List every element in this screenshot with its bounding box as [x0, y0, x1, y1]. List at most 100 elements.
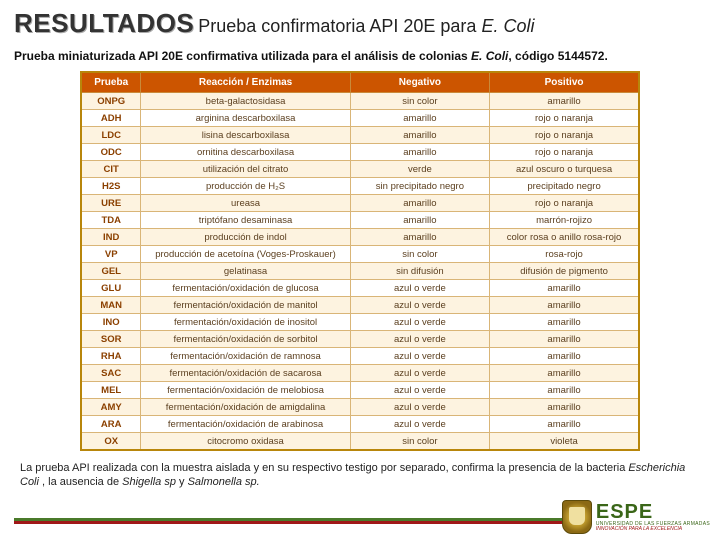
- col-reaccion: Reacción / Enzimas: [141, 72, 350, 93]
- table-cell: fermentación/oxidación de glucosa: [141, 280, 350, 297]
- table-cell: ODC: [81, 144, 141, 161]
- espe-logo: ESPE UNIVERSIDAD DE LAS FUERZAS ARMADAS …: [562, 500, 710, 534]
- table-cell: amarillo: [490, 348, 639, 365]
- table-cell: producción de acetoína (Voges-Proskauer): [141, 246, 350, 263]
- table-cell: amarillo: [490, 399, 639, 416]
- table-cell: amarillo: [490, 416, 639, 433]
- subtitle-italic: E. Coli: [471, 49, 508, 63]
- table-cell: VP: [81, 246, 141, 263]
- table-cell: producción de H₂S: [141, 178, 350, 195]
- table-row: GLUfermentación/oxidación de glucosaazul…: [81, 280, 639, 297]
- table-cell: TDA: [81, 212, 141, 229]
- table-row: SACfermentación/oxidación de sacarosaazu…: [81, 365, 639, 382]
- table-cell: sin color: [350, 246, 489, 263]
- shield-icon: [562, 500, 592, 534]
- table-cell: amarillo: [490, 297, 639, 314]
- table-cell: amarillo: [490, 365, 639, 382]
- table-cell: verde: [350, 161, 489, 178]
- table-row: INOfermentación/oxidación de inositolazu…: [81, 314, 639, 331]
- table-cell: amarillo: [490, 93, 639, 110]
- espe-name: ESPE: [596, 502, 710, 522]
- subtitle-pre: Prueba miniaturizada API 20E confirmativ…: [14, 49, 471, 63]
- table-cell: amarillo: [350, 110, 489, 127]
- table-row: ONPGbeta-galactosidasasin coloramarillo: [81, 93, 639, 110]
- table-cell: citocromo oxidasa: [141, 433, 350, 451]
- table-row: AMYfermentación/oxidación de amigdalinaa…: [81, 399, 639, 416]
- table-row: GELgelatinasasin difusióndifusión de pig…: [81, 263, 639, 280]
- table-cell: producción de indol: [141, 229, 350, 246]
- table-cell: azul o verde: [350, 365, 489, 382]
- table-cell: azul o verde: [350, 399, 489, 416]
- col-prueba: Prueba: [81, 72, 141, 93]
- table-cell: fermentación/oxidación de amigdalina: [141, 399, 350, 416]
- table-cell: GLU: [81, 280, 141, 297]
- table-row: SORfermentación/oxidación de sorbitolazu…: [81, 331, 639, 348]
- table-cell: RHA: [81, 348, 141, 365]
- table-cell: azul o verde: [350, 382, 489, 399]
- table-cell: azul oscuro o turquesa: [490, 161, 639, 178]
- table-cell: amarillo: [350, 229, 489, 246]
- table-cell: sin color: [350, 93, 489, 110]
- title-italic: E. Coli: [481, 16, 534, 36]
- table-cell: azul o verde: [350, 314, 489, 331]
- table-cell: fermentación/oxidación de melobiosa: [141, 382, 350, 399]
- table-cell: beta-galactosidasa: [141, 93, 350, 110]
- table-cell: LDC: [81, 127, 141, 144]
- table-cell: arginina descarboxilasa: [141, 110, 350, 127]
- table-row: H2Sproducción de H₂Ssin precipitado negr…: [81, 178, 639, 195]
- table-wrap: Prueba Reacción / Enzimas Negativo Posit…: [0, 71, 720, 451]
- table-cell: AMY: [81, 399, 141, 416]
- table-cell: color rosa o anillo rosa-rojo: [490, 229, 639, 246]
- bottom-bar: [14, 518, 580, 524]
- table-row: LDClisina descarboxilasaamarillorojo o n…: [81, 127, 639, 144]
- table-cell: INO: [81, 314, 141, 331]
- table-cell: precipitado negro: [490, 178, 639, 195]
- table-cell: rojo o naranja: [490, 110, 639, 127]
- table-cell: marrón-rojizo: [490, 212, 639, 229]
- table-cell: ONPG: [81, 93, 141, 110]
- table-cell: IND: [81, 229, 141, 246]
- table-cell: ADH: [81, 110, 141, 127]
- table-cell: OX: [81, 433, 141, 451]
- table-cell: SOR: [81, 331, 141, 348]
- table-row: OXcitocromo oxidasasin colorvioleta: [81, 433, 639, 451]
- table-cell: azul o verde: [350, 331, 489, 348]
- table-row: ARAfermentación/oxidación de arabinosaaz…: [81, 416, 639, 433]
- footnote-i2: Shigella sp: [122, 476, 176, 488]
- subtitle: Prueba miniaturizada API 20E confirmativ…: [0, 43, 720, 71]
- table-cell: amarillo: [350, 144, 489, 161]
- table-cell: violeta: [490, 433, 639, 451]
- col-positivo: Positivo: [490, 72, 639, 93]
- table-cell: ureasa: [141, 195, 350, 212]
- table-cell: difusión de pigmento: [490, 263, 639, 280]
- table-cell: sin precipitado negro: [350, 178, 489, 195]
- table-header-row: Prueba Reacción / Enzimas Negativo Posit…: [81, 72, 639, 93]
- table-cell: azul o verde: [350, 416, 489, 433]
- table-cell: fermentación/oxidación de ramnosa: [141, 348, 350, 365]
- table-cell: gelatinasa: [141, 263, 350, 280]
- footnote-pre: La prueba API realizada con la muestra a…: [20, 462, 628, 474]
- col-negativo: Negativo: [350, 72, 489, 93]
- table-cell: amarillo: [350, 195, 489, 212]
- table-cell: fermentación/oxidación de arabinosa: [141, 416, 350, 433]
- table-row: TDAtriptófano desaminasaamarillomarrón-r…: [81, 212, 639, 229]
- table-cell: amarillo: [490, 382, 639, 399]
- table-row: RHAfermentación/oxidación de ramnosaazul…: [81, 348, 639, 365]
- table-cell: fermentación/oxidación de sacarosa: [141, 365, 350, 382]
- table-row: ADHarginina descarboxilasaamarillorojo o…: [81, 110, 639, 127]
- api-table: Prueba Reacción / Enzimas Negativo Posit…: [80, 71, 640, 451]
- table-row: MELfermentación/oxidación de melobiosaaz…: [81, 382, 639, 399]
- table-cell: amarillo: [490, 314, 639, 331]
- espe-text: ESPE UNIVERSIDAD DE LAS FUERZAS ARMADAS …: [596, 502, 710, 532]
- table-cell: azul o verde: [350, 348, 489, 365]
- table-row: MANfermentación/oxidación de manitolazul…: [81, 297, 639, 314]
- table-cell: sin color: [350, 433, 489, 451]
- table-cell: lisina descarboxilasa: [141, 127, 350, 144]
- espe-tag: INNOVACIÓN PARA LA EXCELENCIA: [596, 527, 710, 532]
- footnote-mid2: y: [176, 476, 188, 488]
- table-cell: URE: [81, 195, 141, 212]
- page-title: Prueba confirmatoria API 20E para E. Col…: [198, 16, 534, 37]
- table-cell: sin difusión: [350, 263, 489, 280]
- footnote: La prueba API realizada con la muestra a…: [0, 451, 720, 494]
- table-cell: amarillo: [490, 280, 639, 297]
